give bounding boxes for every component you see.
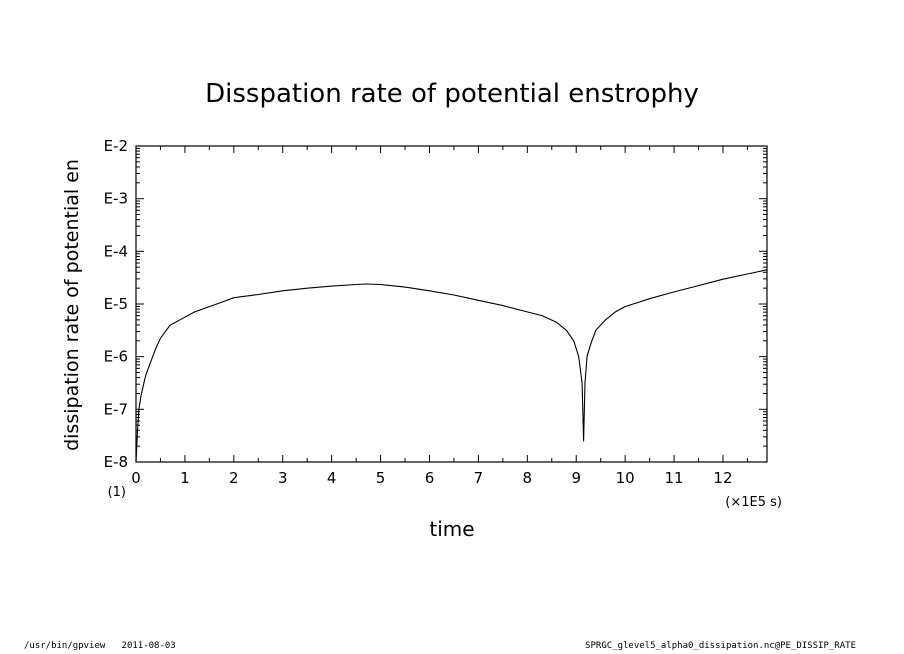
- x-tick-label: 4: [327, 469, 337, 487]
- y-axis-label: dissipation rate of potential en: [61, 159, 83, 451]
- y-tick-label: E-2: [104, 137, 128, 155]
- x-tick-label: 8: [523, 469, 533, 487]
- y-scale-label: (1): [108, 485, 126, 500]
- y-tick-label: E-6: [104, 348, 128, 366]
- y-tick-label: E-7: [104, 400, 128, 418]
- x-tick-label: 5: [376, 469, 386, 487]
- x-tick-label: 0: [131, 469, 141, 487]
- x-tick-label: 11: [665, 469, 684, 487]
- y-tick-label: E-4: [104, 242, 128, 260]
- x-axis-label: time: [429, 517, 474, 541]
- y-tick-label: E-5: [104, 295, 128, 313]
- x-tick-label: 3: [278, 469, 288, 487]
- footer-right: SPRGC_glevel5_alpha0_dissipation.nc@PE_D…: [585, 641, 856, 651]
- x-tick-label: 7: [474, 469, 484, 487]
- x-tick-label: 1: [180, 469, 190, 487]
- plot-frame: [135, 145, 768, 463]
- x-unit-label: (×1E5 s): [725, 495, 782, 510]
- x-tick-label: 12: [713, 469, 732, 487]
- y-tick-label: E-3: [104, 190, 128, 208]
- x-tick-label: 6: [425, 469, 435, 487]
- series-line-0: [135, 269, 768, 463]
- x-tick-label: 10: [616, 469, 635, 487]
- footer-left: /usr/bin/gpview 2011-08-03: [24, 641, 176, 651]
- chart-title: Disspation rate of potential enstrophy: [205, 79, 699, 109]
- x-tick-label: 2: [229, 469, 239, 487]
- x-tick-label: 9: [571, 469, 581, 487]
- y-tick-label: E-8: [104, 453, 128, 471]
